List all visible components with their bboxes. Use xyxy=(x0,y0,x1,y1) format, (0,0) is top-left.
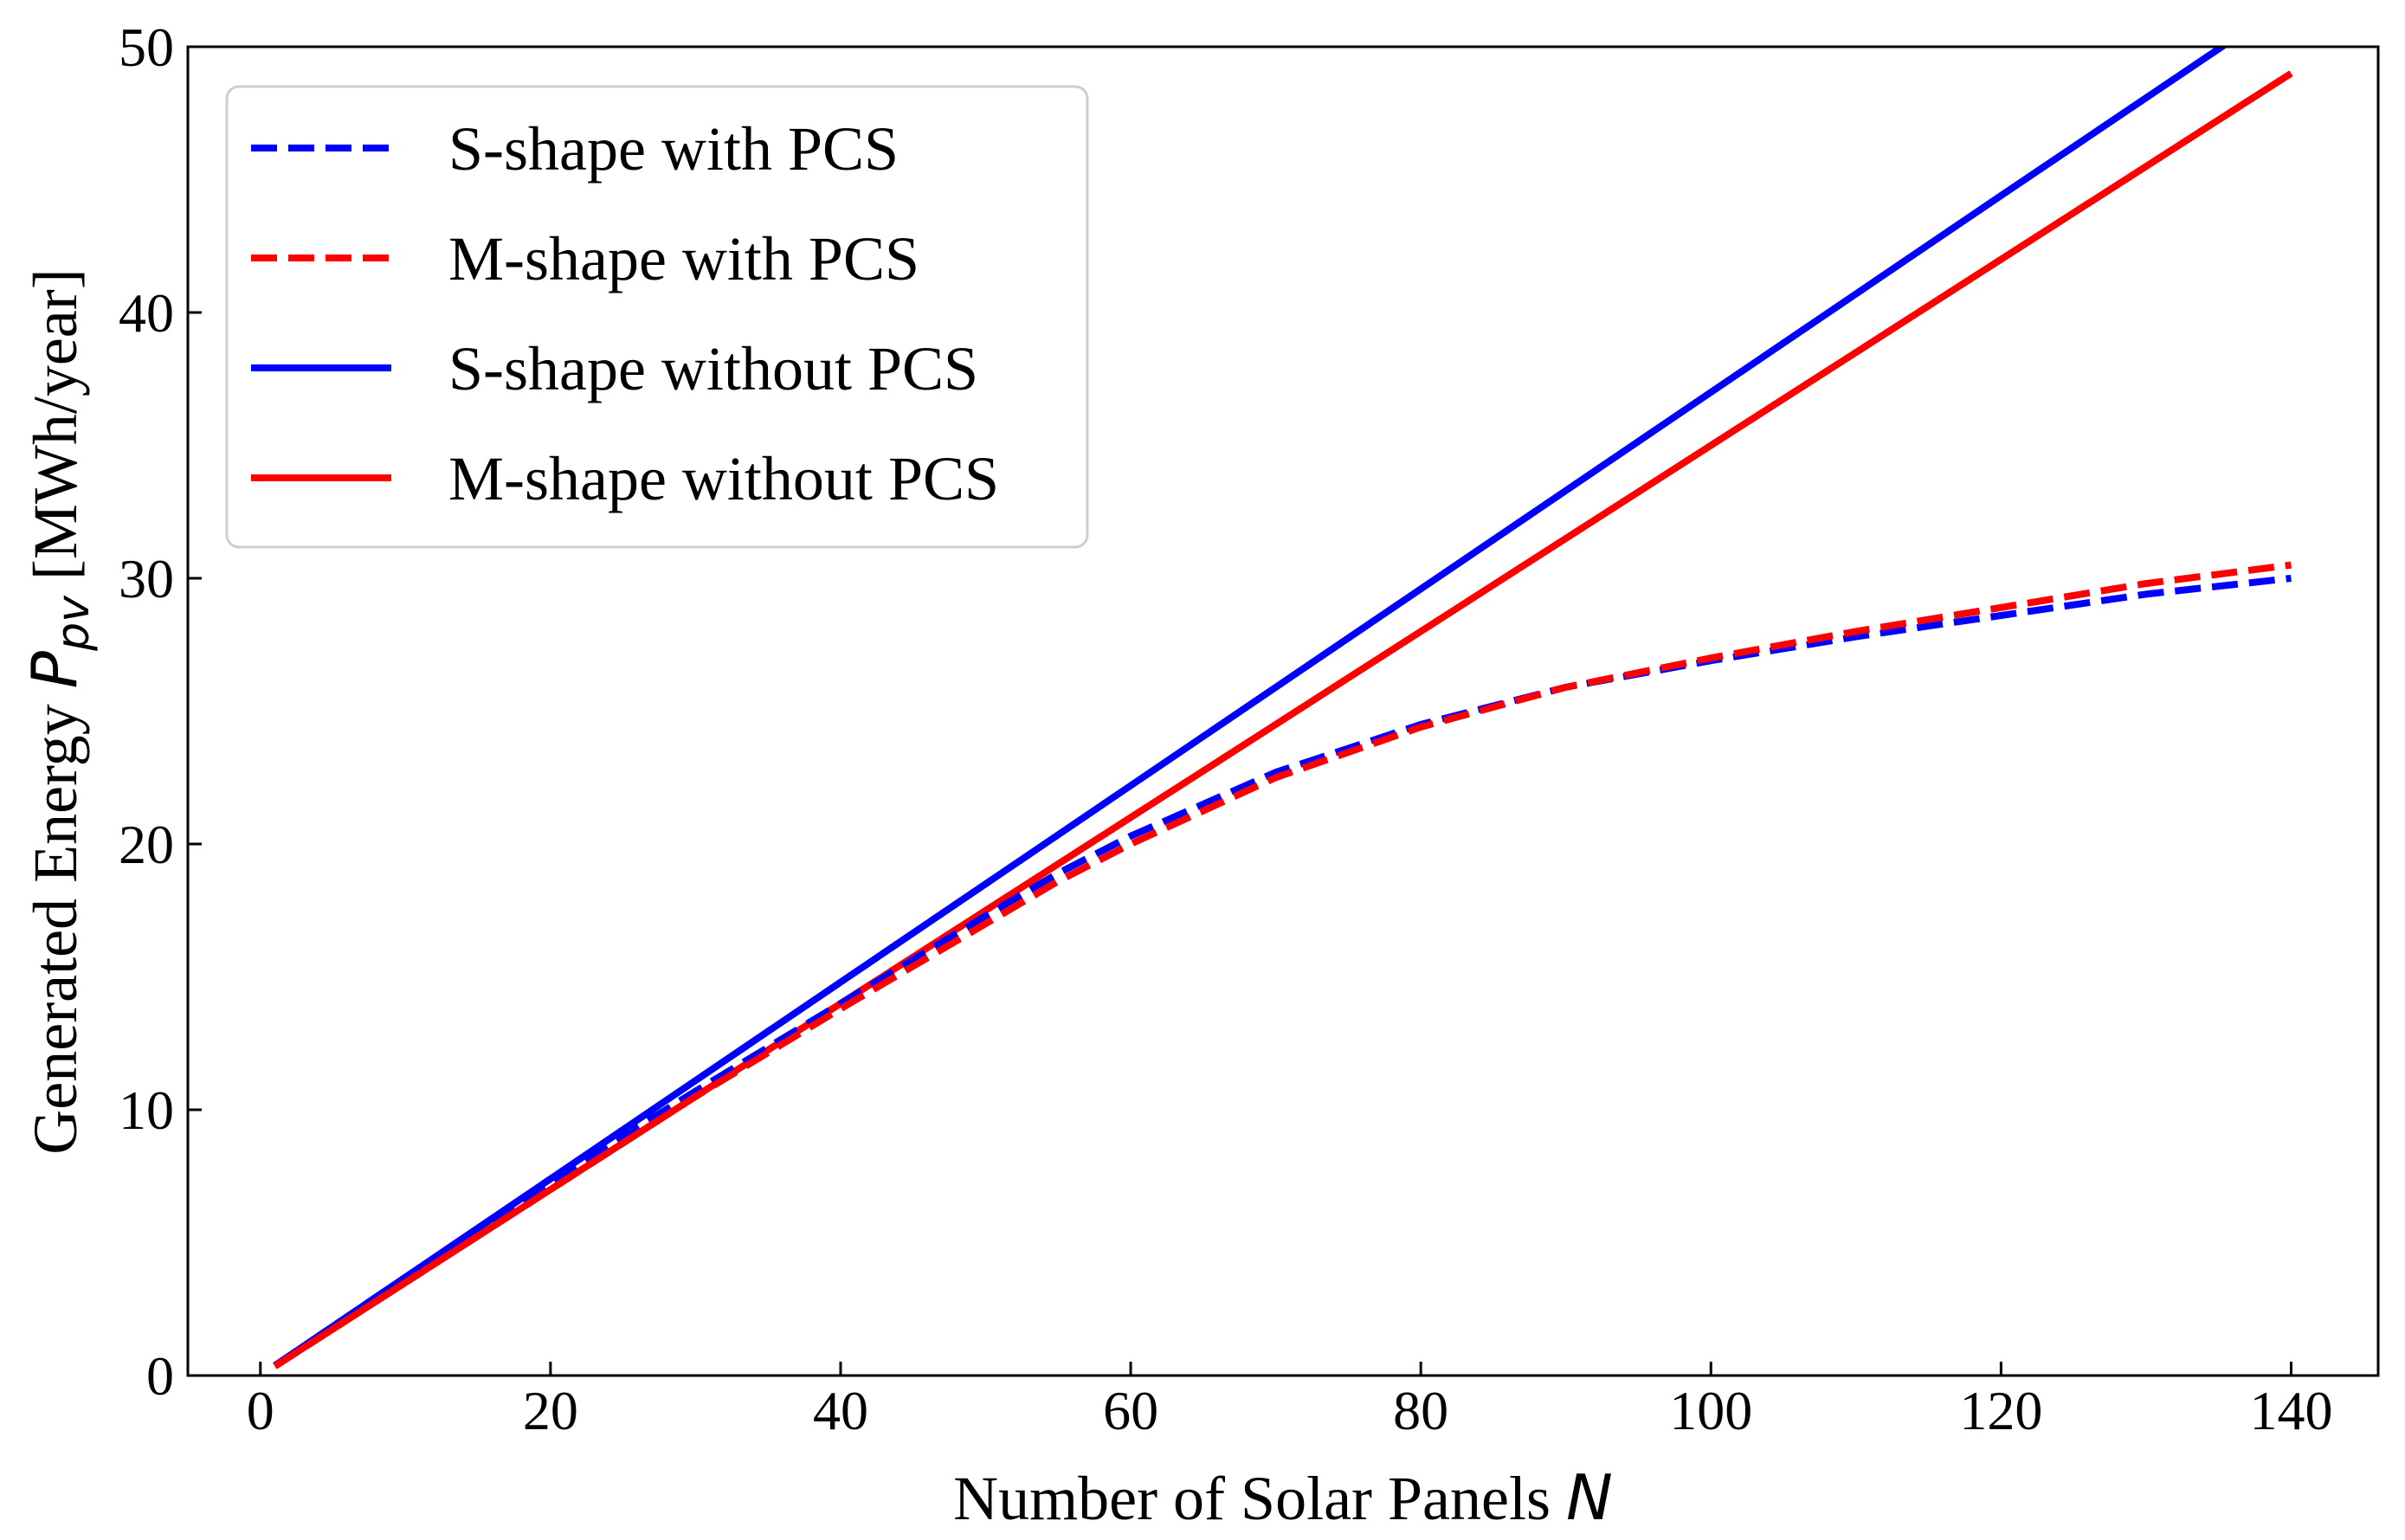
series-line-s-shape-with-pcs xyxy=(273,575,2292,1369)
legend: S-shape with PCS M-shape with PCS S-shape … xyxy=(225,85,1089,549)
y-axis-symbol: P xyxy=(18,650,91,688)
y-axis-label: Generated Energy Ppv [MWh/year] xyxy=(18,268,100,1154)
x-tick-label: 60 xyxy=(1103,1380,1158,1441)
plot-frame xyxy=(186,45,2380,1377)
legend-label-2: S-shape without PCS xyxy=(448,334,978,403)
y-axis-subscript: pv xyxy=(48,595,100,652)
legend-box xyxy=(225,85,1089,549)
y-tick-label: 10 xyxy=(119,1079,174,1141)
legend-label-3: M-shape without PCS xyxy=(448,444,999,513)
y-tick-label: 0 xyxy=(146,1345,174,1407)
series-line-m-shape-with-pcs xyxy=(273,561,2292,1369)
x-tick-label: 40 xyxy=(813,1380,868,1441)
y-tick-label: 30 xyxy=(119,548,174,609)
legend-label-1: M-shape with PCS xyxy=(448,224,919,293)
x-tick-label: 140 xyxy=(2249,1380,2332,1441)
y-tick-label: 20 xyxy=(119,814,174,875)
x-tick-label: 20 xyxy=(523,1380,578,1441)
x-axis-label: Number of Solar Panels N xyxy=(953,1461,1613,1534)
x-tick-label: 0 xyxy=(247,1380,274,1441)
legend-label-0: S-shape with PCS xyxy=(448,114,899,184)
x-tick-label: 80 xyxy=(1393,1380,1448,1441)
y-tick-label: 50 xyxy=(119,16,174,78)
y-axis-unit: [MWh/year] xyxy=(21,268,90,580)
x-tick-label: 120 xyxy=(1959,1380,2042,1441)
y-tick-label: 40 xyxy=(119,282,174,344)
x-tick-label: 100 xyxy=(1669,1380,1752,1441)
series-line-s-shape-without-pcs xyxy=(273,47,2228,1369)
x-axis-symbol: N xyxy=(1566,1461,1613,1534)
